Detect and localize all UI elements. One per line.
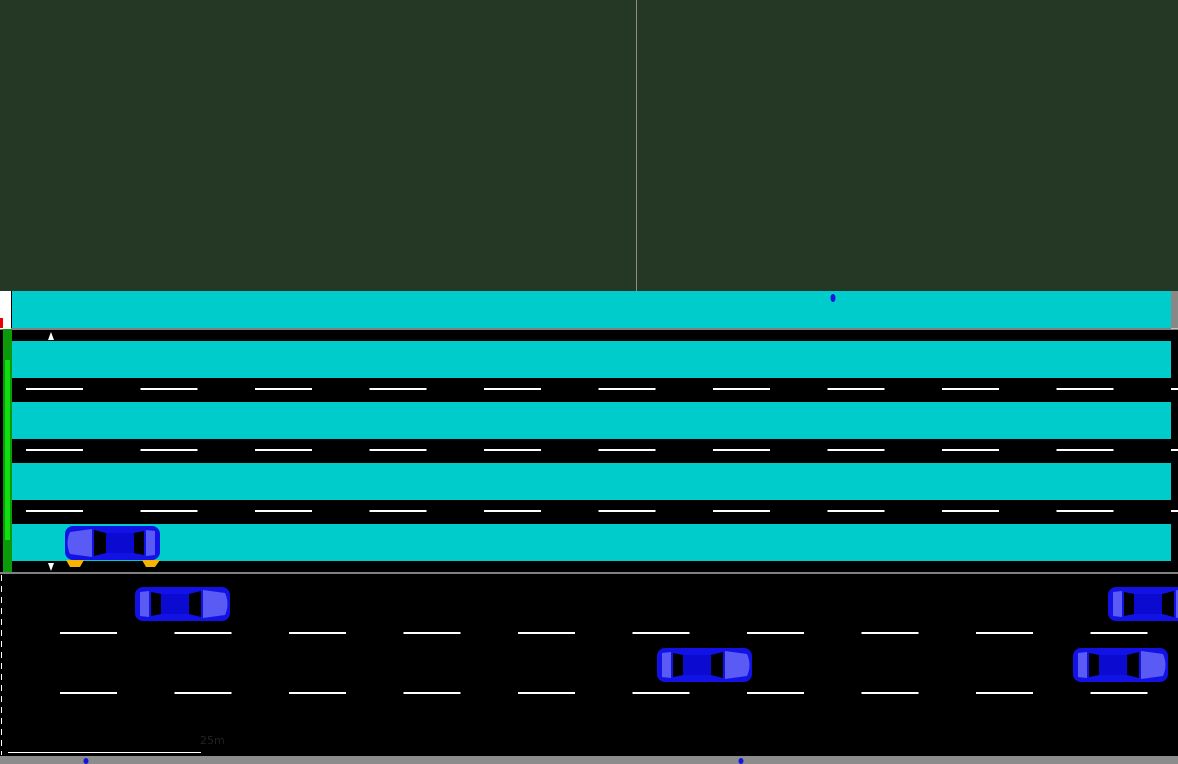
edge bbox=[1171, 291, 1178, 329]
lane bbox=[12, 524, 1171, 561]
arrow bbox=[48, 563, 54, 571]
sidewalk-lanes bbox=[12, 291, 1171, 561]
car bbox=[1073, 648, 1168, 682]
edge bbox=[0, 291, 11, 329]
traffic-light bbox=[5, 360, 10, 540]
lane bbox=[12, 402, 1171, 439]
background bbox=[0, 0, 1178, 291]
scale-bar: 25m bbox=[8, 734, 225, 753]
lane-markings bbox=[26, 388, 1178, 694]
pedestrian bbox=[738, 758, 744, 764]
arrow bbox=[48, 332, 54, 340]
car bbox=[65, 526, 160, 567]
lane bbox=[12, 291, 1171, 328]
scale-label: 25m bbox=[200, 734, 225, 747]
car bbox=[657, 648, 752, 682]
traffic-light bbox=[0, 318, 3, 328]
pedestrian bbox=[830, 294, 836, 302]
car bbox=[135, 587, 230, 621]
lane bbox=[12, 341, 1171, 378]
curb bbox=[0, 756, 1178, 764]
car bbox=[1108, 587, 1178, 621]
pedestrian bbox=[83, 758, 89, 764]
lane bbox=[12, 463, 1171, 500]
